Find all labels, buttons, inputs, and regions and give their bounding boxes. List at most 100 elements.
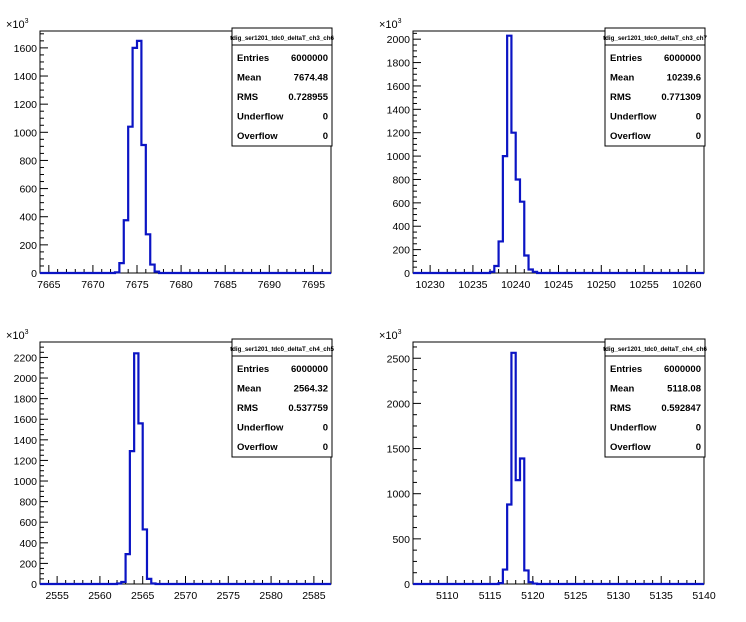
stats-label: Underflow [237, 423, 284, 434]
stats-label: RMS [237, 92, 258, 103]
y-tick-label: 600 [19, 517, 37, 529]
stats-label: Mean [610, 73, 634, 84]
y-tick-label: 1600 [387, 81, 411, 93]
x-tick-label: 5115 [479, 590, 502, 602]
stats-value: 6000000 [291, 53, 328, 64]
stats-value: 0 [323, 112, 328, 123]
y-exponent-label: ×103 [379, 18, 402, 31]
y-tick-label: 1000 [14, 127, 38, 139]
x-tick-label: 7690 [258, 279, 282, 291]
stats-label: Underflow [610, 112, 657, 123]
histogram-series [40, 352, 331, 586]
y-tick-label: 500 [392, 534, 410, 546]
y-tick-label: 600 [19, 184, 37, 196]
x-tick-label: 10235 [458, 279, 487, 291]
x-tick-label: 10240 [501, 279, 530, 291]
x-tick-label: 2575 [217, 590, 241, 602]
stats-value: 0 [696, 131, 701, 142]
stats-title: tdig_ser1201_tdc0_deltaT_ch3_ch7 [603, 35, 707, 42]
y-tick-label: 400 [19, 538, 37, 550]
stats-label: RMS [237, 403, 258, 414]
histogram-panel: 2555 2560 2565 2570 2575 2580 2585 0 200 400 600 80… [6, 329, 334, 602]
y-exponent-label: ×103 [379, 329, 402, 342]
x-tick-label: 7685 [214, 279, 238, 291]
x-tick-label: 2555 [45, 590, 69, 602]
x-tick-label: 7670 [81, 279, 105, 291]
stats-label: Entries [237, 364, 269, 375]
stats-label: Overflow [610, 442, 651, 453]
stats-label: Underflow [237, 112, 284, 123]
y-tick-label: 0 [31, 579, 37, 591]
stats-box [604, 338, 706, 458]
stats-value: 0 [323, 442, 328, 453]
y-tick-label: 200 [392, 245, 410, 257]
histogram-panel: 7665 7670 7675 7680 7685 7690 7695 0 200 400 600 80… [6, 18, 334, 291]
x-tick-label: 7675 [125, 279, 149, 291]
x-tick-label: 10260 [672, 279, 701, 291]
histogram-panel: 10230 10235 10240 10245 10250 10255 10260 0 200 4… [379, 18, 707, 291]
stats-label: Overflow [610, 131, 651, 142]
stats-value: 0 [323, 423, 328, 434]
x-tick-label: 7695 [302, 279, 326, 291]
x-tick-label: 2580 [259, 590, 283, 602]
x-tick-label: 10255 [629, 279, 658, 291]
y-tick-label: 800 [392, 174, 410, 186]
x-tick-label: 5130 [607, 590, 631, 602]
stats-box [231, 27, 333, 147]
stats-label: RMS [610, 403, 631, 414]
x-tick-label: 2570 [174, 590, 198, 602]
stats-label: Overflow [237, 442, 278, 453]
stats-value: 5118.08 [667, 384, 701, 395]
y-tick-label: 1000 [387, 489, 411, 501]
stats-value: 6000000 [664, 53, 701, 64]
y-tick-label: 0 [404, 268, 410, 280]
y-tick-label: 1000 [387, 151, 411, 163]
y-tick-label: 2500 [387, 353, 411, 365]
histogram-panel: 5110 5115 5120 5125 5130 5135 5140 0 500 1000 1500… [379, 329, 716, 602]
y-tick-label: 1200 [14, 455, 38, 467]
y-tick-label: 1400 [14, 71, 38, 83]
y-exponent-label: ×103 [6, 329, 29, 342]
stats-value: 0 [696, 423, 701, 434]
histogram-series [40, 39, 331, 275]
x-tick-label: 7680 [169, 279, 193, 291]
x-tick-label: 10230 [416, 279, 445, 291]
stats-value: 0.592847 [661, 403, 701, 414]
stats-value: 2564.32 [294, 384, 328, 395]
stats-value: 6000000 [664, 364, 701, 375]
y-exponent-label: ×103 [6, 18, 29, 31]
stats-value: 0.537759 [288, 403, 328, 414]
histogram-series [413, 34, 704, 275]
x-tick-label: 5135 [650, 590, 674, 602]
y-tick-label: 1500 [387, 444, 411, 456]
y-tick-label: 2000 [387, 398, 411, 410]
y-tick-label: 200 [19, 240, 37, 252]
stats-value: 6000000 [291, 364, 328, 375]
y-tick-label: 1400 [14, 435, 38, 447]
stats-label: Mean [237, 384, 261, 395]
stats-title: tdig_ser1201_tdc0_deltaT_ch3_ch6 [230, 35, 334, 42]
y-tick-label: 1600 [14, 43, 38, 55]
stats-value: 0 [323, 131, 328, 142]
y-tick-label: 2000 [14, 373, 38, 385]
y-tick-label: 400 [392, 221, 410, 233]
stats-label: Entries [237, 53, 269, 64]
y-tick-label: 0 [31, 268, 37, 280]
x-tick-label: 10245 [544, 279, 573, 291]
y-tick-label: 400 [19, 212, 37, 224]
y-tick-label: 1800 [387, 58, 411, 70]
histogram-series [413, 351, 704, 586]
stats-label: Entries [610, 53, 642, 64]
y-tick-label: 1000 [14, 476, 38, 488]
stats-label: RMS [610, 92, 631, 103]
y-tick-label: 600 [392, 198, 410, 210]
stats-label: Entries [610, 364, 642, 375]
stats-value: 0.771309 [661, 92, 701, 103]
stats-box [604, 27, 706, 147]
y-tick-label: 1600 [14, 414, 38, 426]
stats-label: Mean [237, 73, 261, 84]
y-tick-label: 800 [19, 497, 37, 509]
y-tick-label: 1200 [387, 128, 411, 140]
stats-value: 0.728955 [288, 92, 328, 103]
